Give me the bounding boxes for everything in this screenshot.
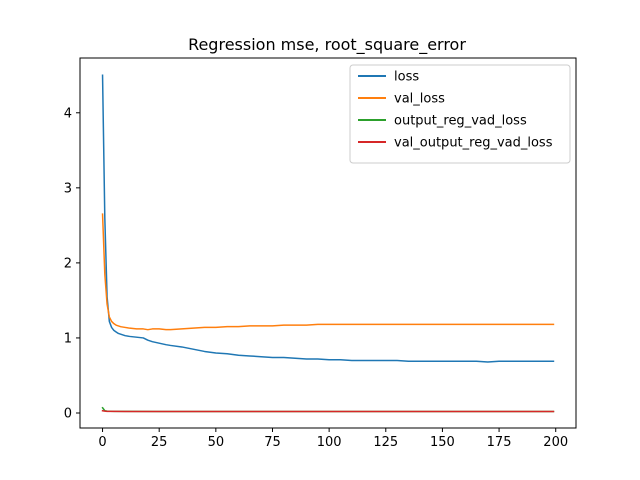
series-line-val-loss: [101, 213, 555, 331]
legend-label: output_reg_vad_loss: [394, 114, 527, 129]
x-tick-label: 200: [543, 435, 568, 450]
y-tick-label: 3: [64, 181, 72, 196]
x-tick-label: 125: [373, 435, 398, 450]
y-tick-label: 2: [64, 256, 72, 271]
y-tick-label: 1: [64, 331, 72, 346]
x-tick-label: 150: [430, 435, 455, 450]
x-tick-label: 175: [487, 435, 512, 450]
chart-title: Regression mse, root_square_error: [188, 35, 466, 55]
legend: loss val_loss output_reg_vad_loss val_outpu…: [349, 64, 571, 164]
series-line-val-output-reg-vad-loss: [101, 409, 555, 413]
plot-frame: [79, 57, 577, 429]
legend-box: [349, 64, 571, 164]
x-tick-label: 100: [317, 435, 342, 450]
y-tick-label: 4: [64, 106, 72, 121]
x-tick-label: 50: [208, 435, 225, 450]
legend-label: loss: [394, 70, 419, 85]
legend-label: val_output_reg_vad_loss: [394, 136, 553, 151]
legend-label: val_loss: [394, 92, 445, 107]
x-tick-label: 0: [98, 435, 106, 450]
series-layer: [101, 74, 555, 413]
axis-layer: 0 25 50 75 100 125 150 175 200 0 1 2 3 4: [64, 106, 568, 450]
x-tick-label: 25: [151, 435, 168, 450]
y-tick-label: 0: [64, 406, 72, 421]
series-line-loss: [101, 74, 555, 363]
x-tick-label: 75: [264, 435, 281, 450]
